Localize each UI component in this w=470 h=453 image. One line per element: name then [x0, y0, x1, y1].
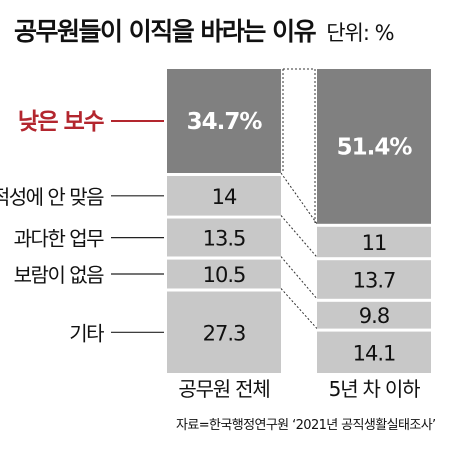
bar-segment: [317, 301, 431, 329]
bar-segment: [167, 291, 281, 373]
legend-label: 기타: [69, 321, 104, 345]
legend-label: 낮은 보수: [18, 109, 104, 135]
legend-label: 과다한 업무: [14, 227, 104, 251]
segment-value-label: 14.1: [353, 341, 396, 365]
connector-line: [280, 215, 318, 258]
segment-value-label: 10.5: [203, 263, 246, 287]
bar-segment: [167, 69, 281, 173]
bar-segment: [167, 218, 281, 257]
segment-value-label: 13.5: [203, 227, 246, 251]
segment-value-label: 34.7%: [187, 109, 263, 135]
unit-label: 단위: %: [326, 21, 394, 45]
source-note: 자료=한국행정연구원 ‘2021년 공직생활실태조사’: [176, 418, 436, 433]
bar-segment: [317, 331, 431, 373]
bar-segments: [167, 69, 431, 373]
legend-label: 보람이 없음: [14, 263, 104, 287]
segment-value-label: 9.8: [359, 304, 389, 328]
bar-segment: [317, 69, 431, 224]
chart-header: 공무원들이 이직을 바라는 이유 단위: %: [14, 12, 464, 52]
bar-segment: [167, 176, 281, 216]
category-axis-labels: 공무원 전체 5년 차 이하: [178, 377, 421, 401]
chart-title: 공무원들이 이직을 바라는 이유: [14, 17, 317, 46]
bar-segment: [317, 226, 431, 258]
bar-segment: [167, 259, 281, 289]
segment-value-label: 14: [212, 185, 237, 209]
segment-value-label: 13.7: [353, 269, 396, 293]
connector-lines: [280, 68, 318, 329]
connector-line: [280, 288, 318, 329]
connector-line: [280, 172, 318, 225]
segment-value-label: 27.3: [203, 321, 246, 345]
category-label: 5년 차 이하: [329, 377, 420, 401]
connector-line: [280, 256, 318, 300]
segment-value-label: 11: [362, 231, 387, 255]
bar-segment: [317, 260, 431, 299]
category-label: 공무원 전체: [178, 377, 269, 401]
segment-value-labels: 34.7% 14 13.5 10.5 27.3 51.4% 11 13.7 9.8 14.1: [187, 109, 414, 365]
segment-value-label: 51.4%: [337, 134, 413, 160]
legend-label: 적성에 안 맞음: [0, 185, 104, 209]
